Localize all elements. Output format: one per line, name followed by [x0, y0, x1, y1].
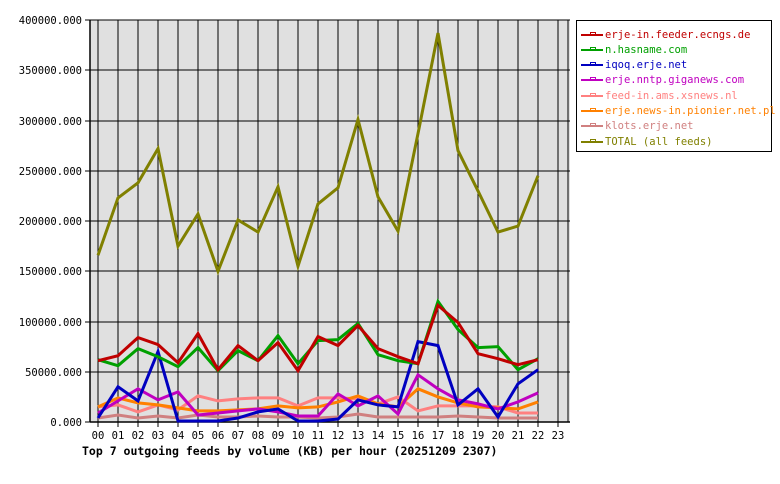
legend-line-marker-icon — [581, 92, 603, 97]
x-tick-label: 20 — [492, 430, 505, 442]
x-tick-label: 13 — [352, 430, 365, 442]
x-tick-label: 05 — [192, 430, 205, 442]
x-tick-label: 06 — [212, 430, 225, 442]
x-tick-label: 11 — [312, 430, 325, 442]
legend-item: TOTAL (all feeds) — [581, 134, 712, 149]
legend-line-marker-icon — [581, 31, 603, 36]
legend-item: klots.erje.net — [581, 119, 694, 134]
series-line-total-all-feeds- — [96, 32, 540, 276]
y-tick-label: 0.000 — [50, 417, 82, 429]
legend-line-marker-icon — [581, 62, 603, 67]
series-line-erje-news-in-pionier-net-pl — [97, 387, 539, 413]
y-tick-label: 50000.000 — [25, 367, 82, 379]
legend: erje-in.feeder.ecngs.de n.hasname.com iqoq… — [576, 20, 776, 152]
legend-label: iqoq.erje.net — [605, 59, 688, 72]
x-tick-label: 12 — [332, 430, 345, 442]
x-tick-label: 23 — [552, 430, 565, 442]
legend-item: erje-in.feeder.ecngs.de — [581, 27, 750, 42]
y-tick-label: 300000.000 — [19, 116, 82, 128]
x-tick-label: 18 — [452, 430, 465, 442]
x-tick-label: 01 — [112, 430, 125, 442]
x-tick-label: 02 — [132, 430, 145, 442]
series-line-erje-in-feeder-ecngs-de — [97, 302, 539, 374]
legend-item: iqoq.erje.net — [581, 58, 687, 73]
chart-caption: Top 7 outgoing feeds by volume (KB) per … — [82, 444, 498, 458]
legend-item: erje.news-in.pionier.net.pl — [581, 104, 776, 119]
legend-line-marker-icon — [581, 46, 603, 51]
x-tick-label: 08 — [252, 430, 265, 442]
x-tick-label: 09 — [272, 430, 285, 442]
y-tick-label: 150000.000 — [19, 266, 82, 278]
legend-label: erje.nntp.giganews.com — [605, 74, 745, 87]
legend-label: n.hasname.com — [605, 43, 688, 56]
y-tick-label: 200000.000 — [19, 216, 82, 228]
legend-line-marker-icon — [581, 77, 603, 82]
y-tick-label: 350000.000 — [19, 65, 82, 77]
x-tick-label: 03 — [152, 430, 165, 442]
y-tick-label: 400000.000 — [19, 15, 82, 27]
x-tick-label: 04 — [172, 430, 185, 442]
legend-line-marker-icon — [581, 123, 603, 128]
x-tick-label: 10 — [292, 430, 305, 442]
legend-item: feed-in.ams.xsnews.nl — [581, 88, 738, 103]
y-tick-label: 250000.000 — [19, 166, 82, 178]
legend-line-marker-icon — [581, 138, 603, 143]
x-tick-label: 21 — [512, 430, 525, 442]
legend-item: erje.nntp.giganews.com — [581, 73, 744, 88]
legend-label: erje.news-in.pionier.net.pl — [605, 105, 776, 117]
legend-item: n.hasname.com — [581, 42, 687, 57]
x-tick-label: 17 — [432, 430, 445, 442]
x-tick-label: 14 — [372, 430, 385, 442]
legend-label: klots.erje.net — [605, 120, 694, 133]
x-tick-label: 19 — [472, 430, 485, 442]
y-tick-label: 100000.000 — [19, 317, 82, 329]
legend-label: TOTAL (all feeds) — [605, 135, 713, 148]
x-tick-label: 16 — [412, 430, 425, 442]
x-tick-label: 00 — [92, 430, 105, 442]
x-tick-label: 22 — [532, 430, 545, 442]
legend-label: erje-in.feeder.ecngs.de — [605, 28, 751, 41]
legend-label: feed-in.ams.xsnews.nl — [605, 89, 738, 102]
series-line-iqoq-erje-net — [96, 339, 539, 423]
series-line-klots-erje-net — [97, 412, 538, 420]
x-tick-label: 15 — [392, 430, 405, 442]
x-tick-label: 07 — [232, 430, 245, 442]
legend-line-marker-icon — [581, 108, 603, 112]
